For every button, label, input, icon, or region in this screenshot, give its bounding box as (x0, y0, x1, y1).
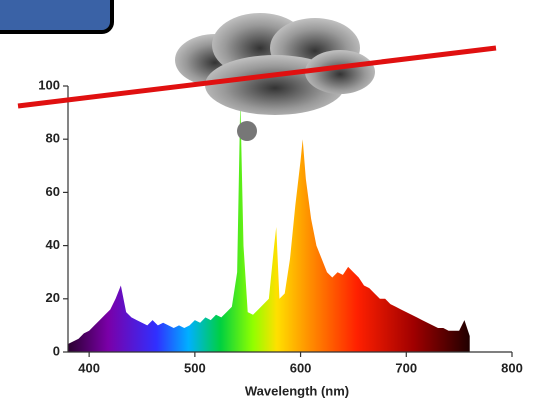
y-tick-label: 80 (46, 131, 60, 146)
x-tick-label: 700 (395, 360, 417, 375)
plot: 0 20 40 60 80 100 400 500 600 700 800 (38, 77, 523, 375)
x-tick-label: 800 (501, 360, 523, 375)
y-tick-label: 100 (38, 77, 60, 92)
y-tick-label: 20 (46, 290, 60, 305)
red-line (17, 45, 497, 109)
y-tick-label: 40 (46, 237, 60, 252)
x-tick-label: 600 (290, 360, 312, 375)
y-tick-label: 0 (53, 343, 60, 358)
y-tick-label: 60 (46, 184, 60, 199)
cloud (175, 13, 375, 141)
spectrum-area (68, 99, 470, 352)
x-tick-label: 400 (78, 360, 100, 375)
x-tick-label: 500 (184, 360, 206, 375)
header-box (0, 0, 114, 34)
x-axis-label: Wavelength (nm) (245, 383, 349, 398)
